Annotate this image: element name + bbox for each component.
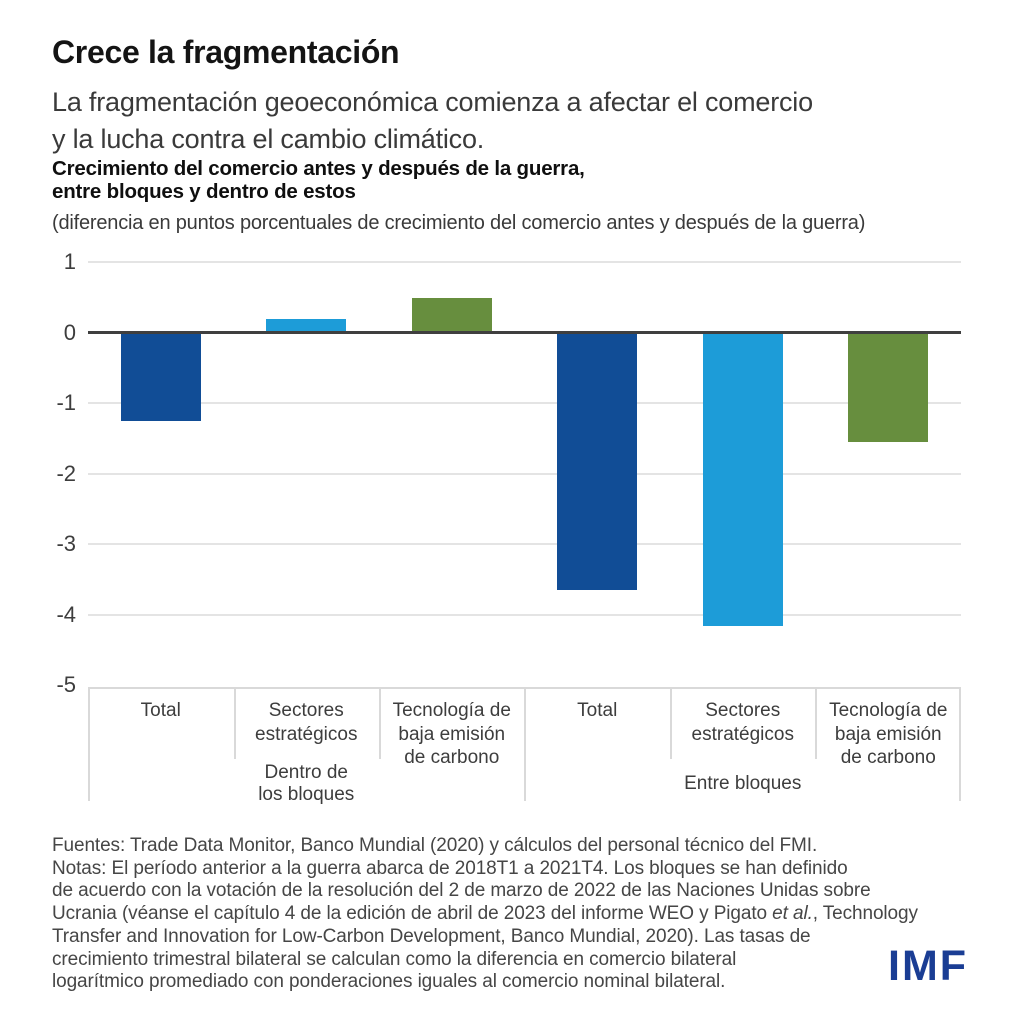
footer-line: Fuentes: Trade Data Monitor, Banco Mundi… [52,835,818,856]
bar-dentro-total [121,333,201,421]
zero-axis-line [88,331,961,334]
bar-entre-sectores-estrategicos [703,333,783,626]
footer-line: logarítmico promediado con ponderaciones… [52,971,726,993]
table-divider [815,689,818,759]
imf-logo: IMF [888,942,969,990]
y-axis-tick-label: -4 [56,601,76,627]
gridline [88,402,961,404]
category-label-row: Total Sectores estratégicos Tecnología d… [88,689,961,770]
bar-entre-tecnologia-baja-emision [848,333,928,442]
gridline [88,261,961,263]
footer-italic-et-al: et al. [772,903,813,925]
table-group-divider [523,689,526,801]
gridline [88,613,961,616]
category-label-tecnologia-dentro: Tecnología de baja emisión de carbono [392,700,511,768]
page-title: Crece la fragmentación [52,34,400,70]
footer-line: de acuerdo con la votación de la resoluc… [52,880,871,902]
chart-unit-note: (diferencia en puntos porcentuales de cr… [52,212,866,234]
category-label-sectores-dentro: Sectores estratégicos [255,700,358,745]
table-border-right [959,689,961,801]
source-notes: Fuentes: Trade Data Monitor, Banco Mundi… [52,835,918,994]
y-axis-tick-label: -3 [56,531,76,556]
category-label-total-entre: Total [577,700,618,721]
category-label-sectores-entre: Sectores estratégicos [691,700,794,745]
chart-title: Crecimiento del comercio antes y después… [52,157,585,203]
subtitle-line: La fragmentación geoeconómica comienza a… [52,87,813,117]
page-subtitle: La fragmentación geoeconómica comienza a… [52,84,813,158]
table-divider [670,689,672,759]
y-axis-tick-label: -2 [56,460,76,486]
y-axis-tick-label: 1 [63,249,76,274]
bar-dentro-sectores-estrategicos [266,319,346,333]
table-divider [378,689,381,759]
x-axis-label-table: Total Sectores estratégicos Tecnología d… [88,687,961,809]
table-border-left [88,689,90,801]
gridline [88,543,961,545]
bar-entre-total [557,333,637,590]
chart-title-line: Crecimiento del comercio antes y después… [52,157,585,180]
footer-line: Transfer and Innovation for Low-Carbon D… [52,925,811,947]
gridline [88,472,961,475]
table-divider [233,689,236,759]
category-label-tecnologia-entre: Tecnología de baja emisión de carbono [829,700,948,768]
group-label-dentro-de-los-bloques: Dentro de los bloques [258,761,355,806]
y-axis-tick-label: 0 [63,319,76,345]
group-label-entre-bloques: Entre bloques [684,772,802,794]
category-label-total-dentro: Total [140,700,181,721]
footer-line: crecimiento trimestral bilateral se calc… [52,948,737,970]
y-axis-tick-label: -1 [56,390,76,415]
y-axis-tick-label: -5 [56,672,76,697]
chart-title-line: entre bloques y dentro de estos [52,179,356,203]
footer-line: Ucrania (véanse el capítulo 4 de la edic… [52,903,918,925]
subtitle-line: y la lucha contra el cambio climático. [52,124,485,154]
footer-line: Notas: El período anterior a la guerra a… [52,857,848,879]
bar-dentro-tecnologia-baja-emision [412,298,492,333]
